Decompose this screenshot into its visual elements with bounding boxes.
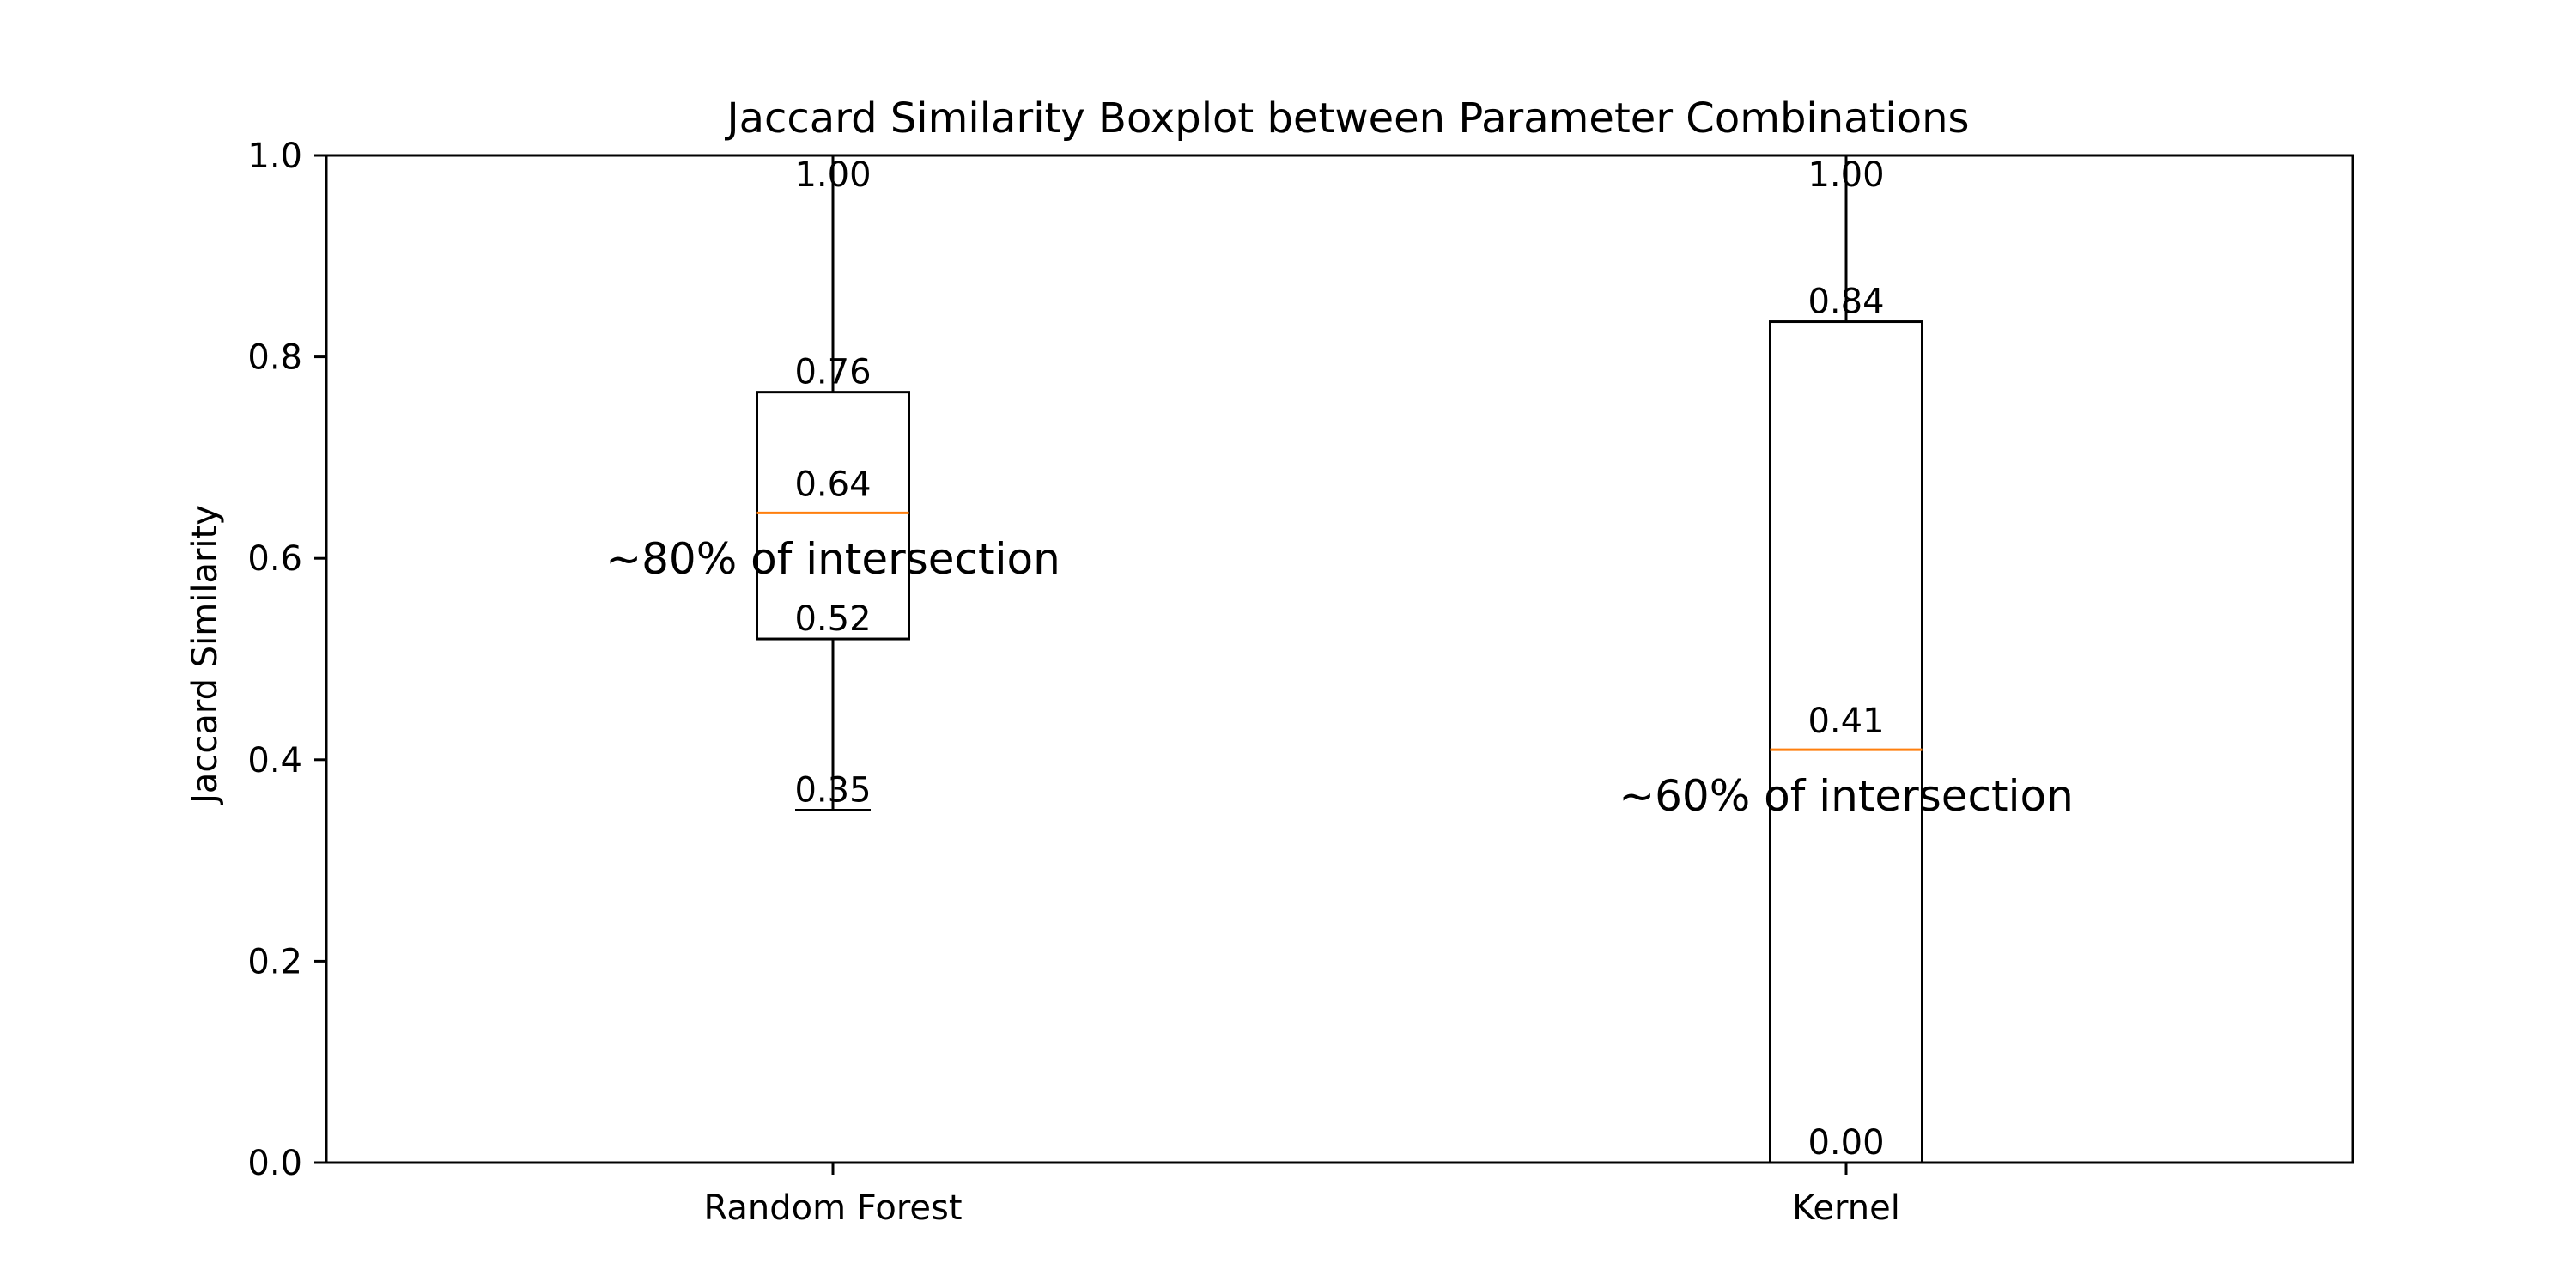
box-body: [756, 391, 910, 641]
plot-area: 0.0 0.2 0.4 0.6 0.8 1.0 Random Forest Kernel 1.0…: [247, 137, 2073, 1228]
y-tick-label: 0.0: [247, 1144, 302, 1183]
value-label-median: 0.64: [794, 465, 871, 504]
value-label-max: 1.00: [1807, 155, 1884, 195]
y-tick-label: 0.8: [247, 338, 302, 378]
value-label-q1: 0.52: [794, 599, 871, 639]
value-label-q3: 0.76: [794, 353, 871, 392]
value-label-min: 0.35: [794, 770, 871, 810]
intersection-annotation: ~80% of intersection: [605, 534, 1060, 584]
chart-title: Jaccard Similarity Boxplot between Param…: [724, 94, 1969, 143]
x-tick-label: Kernel: [1792, 1188, 1900, 1228]
axes-frame: [325, 154, 2354, 1164]
value-label-q1: 0.00: [1807, 1123, 1884, 1163]
y-tick-label: 0.4: [247, 741, 302, 781]
y-tick-label: 0.6: [247, 539, 302, 579]
y-tick-label: 0.2: [247, 942, 302, 981]
y-tick-label: 1.0: [247, 137, 302, 176]
intersection-annotation: ~60% of intersection: [1619, 771, 2074, 821]
value-label-median: 0.41: [1807, 702, 1884, 741]
value-label-q3: 0.84: [1807, 283, 1884, 322]
box-body: [1769, 320, 1923, 1164]
x-tick-label: Random Forest: [703, 1188, 962, 1228]
y-axis-label: Jaccard Similarity: [185, 505, 225, 806]
value-label-max: 1.00: [794, 155, 871, 195]
